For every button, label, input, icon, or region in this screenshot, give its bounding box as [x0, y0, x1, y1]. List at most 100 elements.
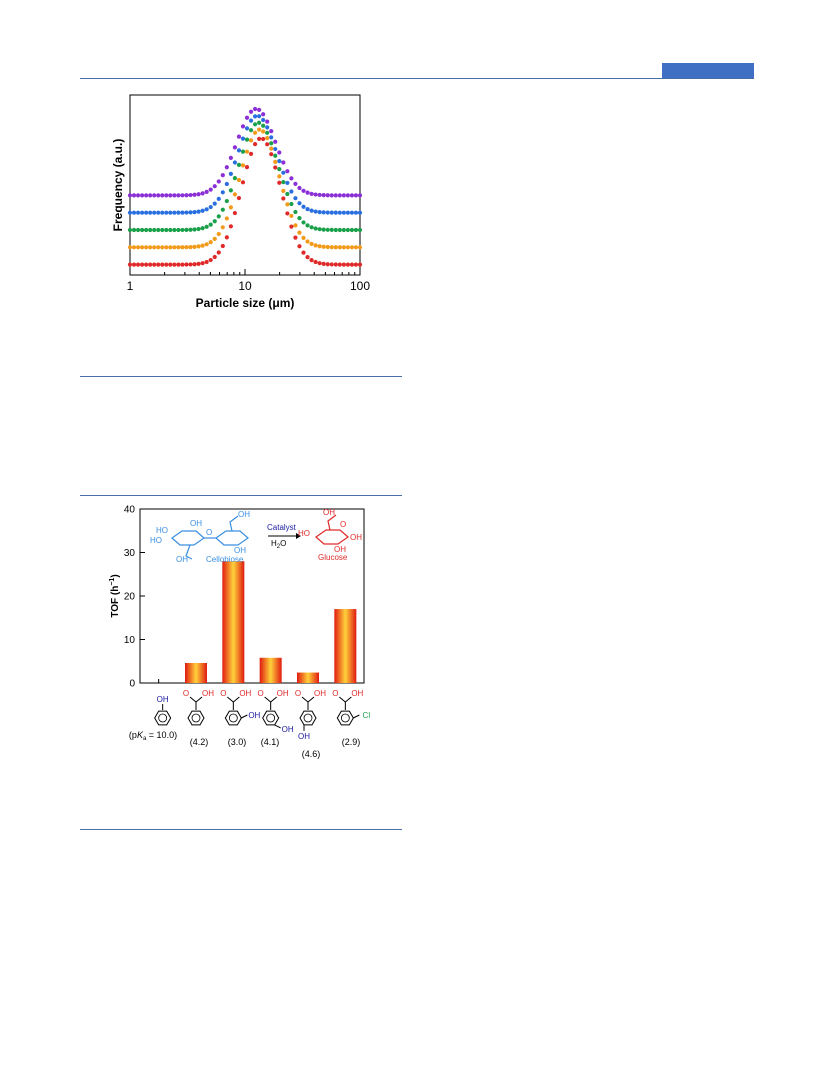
data-point [148, 245, 153, 250]
bar [222, 561, 245, 683]
data-point [265, 119, 270, 124]
data-point [261, 112, 266, 117]
data-point [156, 210, 161, 215]
data-point [285, 211, 290, 216]
data-point [317, 244, 322, 249]
data-point [232, 210, 238, 216]
data-point [127, 262, 133, 267]
data-point [257, 136, 262, 141]
data-point [156, 193, 161, 198]
oh-label: OH [298, 732, 310, 741]
cellobiose-label: Cellobiose [206, 555, 244, 564]
data-point [140, 193, 145, 198]
data-point [337, 262, 342, 267]
data-point [135, 262, 141, 267]
ho-label: HO [150, 536, 162, 545]
data-point [168, 245, 173, 250]
data-point [148, 227, 153, 233]
data-point [228, 224, 233, 229]
ring-aromatic [191, 713, 201, 723]
y-axis-label: TOF (h−1) [109, 574, 121, 617]
data-point [228, 205, 233, 210]
bond [241, 714, 248, 719]
bond [353, 714, 360, 719]
data-point [337, 210, 342, 215]
data-point [329, 210, 334, 215]
data-point [176, 262, 181, 267]
bond [274, 724, 281, 729]
data-point [164, 245, 169, 250]
data-point [188, 210, 193, 215]
data-point [305, 239, 310, 244]
data-point [216, 214, 221, 219]
data-point [248, 109, 254, 114]
data-point [232, 192, 238, 197]
data-point [301, 204, 306, 209]
data-point [297, 230, 302, 235]
data-point [333, 210, 338, 215]
o-label: O [206, 528, 212, 537]
data-point [301, 188, 306, 193]
data-point [349, 193, 355, 198]
data-point [317, 192, 322, 198]
data-point [208, 222, 213, 227]
x-tick-label: 100 [350, 279, 370, 293]
data-point [156, 262, 161, 267]
data-point [349, 227, 355, 233]
data-point [293, 235, 298, 240]
data-point [289, 213, 294, 219]
data-point [164, 193, 169, 198]
data-point [188, 227, 193, 232]
data-point [192, 244, 197, 249]
header-accent-bar [662, 63, 754, 78]
data-point [345, 227, 350, 233]
bond [301, 696, 309, 703]
bond [307, 696, 315, 703]
header-rule [80, 78, 754, 79]
data-point [333, 227, 338, 233]
data-point [293, 223, 298, 228]
data-point [188, 192, 193, 198]
data-point [285, 191, 290, 197]
data-point [269, 135, 274, 140]
pka-label: (2.9) [342, 737, 361, 747]
data-point [148, 210, 153, 215]
ho-label: HO [156, 526, 168, 535]
data-point [200, 191, 205, 196]
data-point [220, 207, 225, 212]
pka-label: (pKa = 10.0) [129, 730, 177, 742]
data-point [341, 262, 346, 267]
data-point [341, 245, 346, 250]
data-point [204, 242, 209, 247]
data-point [277, 174, 282, 179]
benzene-ring [262, 710, 280, 726]
data-point [208, 257, 213, 263]
data-point [228, 188, 233, 193]
data-point [232, 176, 238, 181]
data-point [220, 173, 225, 178]
data-point [333, 245, 338, 250]
data-point [135, 245, 141, 250]
data-point [329, 227, 334, 232]
data-point [265, 136, 270, 141]
data-point [277, 180, 282, 185]
data-point [277, 150, 282, 155]
oh-label: OH [277, 689, 289, 698]
data-point [160, 210, 165, 215]
data-point [200, 226, 205, 231]
data-point [333, 193, 338, 198]
data-point [152, 193, 157, 198]
data-point [228, 155, 233, 160]
data-point [160, 262, 165, 267]
data-point [240, 124, 246, 129]
data-point [212, 236, 217, 241]
oh-label: OH [282, 725, 294, 734]
oh-label: OH [234, 546, 246, 555]
data-point [236, 177, 242, 183]
data-point [313, 259, 318, 265]
oh-label: OH [351, 689, 363, 698]
data-point [281, 180, 286, 185]
section-rule-1 [80, 376, 402, 377]
bar [334, 609, 357, 683]
data-point [309, 241, 314, 246]
